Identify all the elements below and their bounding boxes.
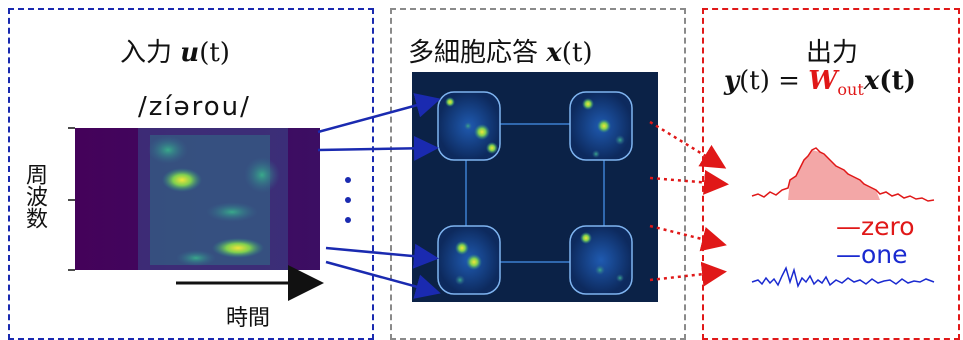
output-title: 出力 bbox=[806, 38, 859, 68]
input-title-text: 入力 bbox=[120, 38, 173, 68]
readout-arrow-3 bbox=[649, 224, 727, 252]
activity-spot bbox=[595, 265, 605, 275]
input-arrow-4 bbox=[325, 260, 441, 299]
activity-spot bbox=[445, 97, 455, 107]
eq-weight: W bbox=[808, 66, 838, 96]
cell-culture-image bbox=[412, 72, 658, 302]
cell-cluster-bottom-right bbox=[569, 225, 633, 295]
response-title: 多細胞応答 x(t) bbox=[408, 32, 593, 69]
response-title-var: x bbox=[546, 38, 562, 68]
activity-spot bbox=[597, 119, 611, 133]
one-output-trace bbox=[751, 265, 935, 289]
input-arrow-2 bbox=[317, 135, 439, 161]
time-axis-label: 時間 bbox=[226, 306, 271, 331]
activity-spot bbox=[486, 142, 498, 154]
output-equation: y(t) = Woutx(t) bbox=[724, 66, 916, 99]
eq-equals: = bbox=[778, 66, 800, 96]
readout-arrow-1 bbox=[649, 120, 727, 169]
activity-spot bbox=[592, 150, 600, 158]
phonetic-label: /zíərou/ bbox=[138, 92, 251, 122]
eq-x: x bbox=[863, 66, 880, 96]
spectrogram bbox=[68, 127, 320, 271]
spectrogram-blob-4 bbox=[212, 238, 264, 258]
input-arrow-3 bbox=[325, 243, 439, 269]
legend-one: —one bbox=[836, 240, 908, 269]
ellipsis-dot-3 bbox=[345, 217, 351, 223]
input-title-var: u bbox=[180, 38, 200, 68]
activity-spot bbox=[615, 135, 625, 145]
spectrogram-blob-1 bbox=[148, 136, 188, 164]
legend-zero-label: zero bbox=[861, 212, 915, 241]
response-title-arg: (t) bbox=[561, 38, 593, 68]
zero-output-fill bbox=[788, 150, 880, 200]
readout-arrow-2 bbox=[649, 169, 729, 195]
spectrogram-blob-5 bbox=[176, 250, 216, 266]
input-arrow-1 bbox=[317, 93, 441, 134]
legend-one-swatch: — bbox=[836, 240, 861, 269]
activity-spot bbox=[466, 254, 482, 270]
input-title: 入力 u(t) bbox=[120, 32, 230, 69]
activity-spot bbox=[455, 275, 465, 285]
eq-weight-sub: out bbox=[837, 80, 864, 100]
activity-spot bbox=[580, 232, 592, 244]
activity-spot bbox=[582, 98, 594, 110]
activity-spot bbox=[616, 274, 624, 282]
activity-spot bbox=[464, 122, 472, 130]
input-title-arg: (t) bbox=[199, 38, 230, 68]
activity-spot bbox=[455, 241, 469, 255]
activity-spot bbox=[474, 124, 490, 140]
eq-lhs-arg: (t) bbox=[739, 66, 770, 96]
legend-one-label: one bbox=[861, 240, 908, 269]
zero-output-trace bbox=[751, 147, 935, 202]
legend-zero-swatch: — bbox=[836, 212, 861, 241]
frequency-axis-label: 周波数 bbox=[22, 163, 47, 229]
spectrogram-blob-2 bbox=[162, 168, 202, 192]
legend-zero: —zero bbox=[836, 212, 915, 241]
response-title-text: 多細胞応答 bbox=[408, 38, 539, 68]
eq-x-arg: (t) bbox=[879, 66, 916, 96]
eq-lhs-var: y bbox=[724, 66, 740, 96]
ellipsis-dot-1 bbox=[345, 177, 351, 183]
ellipsis-dot-2 bbox=[345, 197, 351, 203]
readout-arrow-4 bbox=[649, 261, 727, 287]
spectrogram-blob-6 bbox=[244, 157, 280, 193]
spectrogram-blob-3 bbox=[206, 202, 258, 222]
